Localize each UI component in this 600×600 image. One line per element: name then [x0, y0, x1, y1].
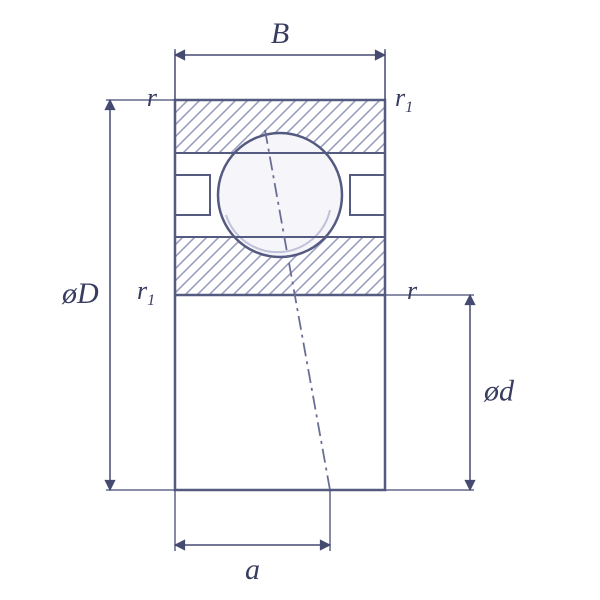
bearing-cross-section-diagram: BøD ød a r r1 r1 r — [0, 0, 600, 600]
label-D: øD — [61, 277, 99, 310]
label-r-top-left: r — [147, 83, 158, 112]
label-r1-bottom-left: r1 — [137, 276, 155, 309]
label-r1-top-right: r1 — [395, 83, 413, 116]
ball — [218, 133, 342, 257]
label-d: ød — [483, 375, 515, 408]
raceway-notch-right — [350, 175, 385, 215]
label-B: B — [271, 17, 289, 50]
raceway-notch-left — [175, 175, 210, 215]
shaft-block — [175, 295, 385, 490]
label-a: a — [245, 553, 260, 586]
label-r-bottom-right: r — [407, 276, 418, 305]
